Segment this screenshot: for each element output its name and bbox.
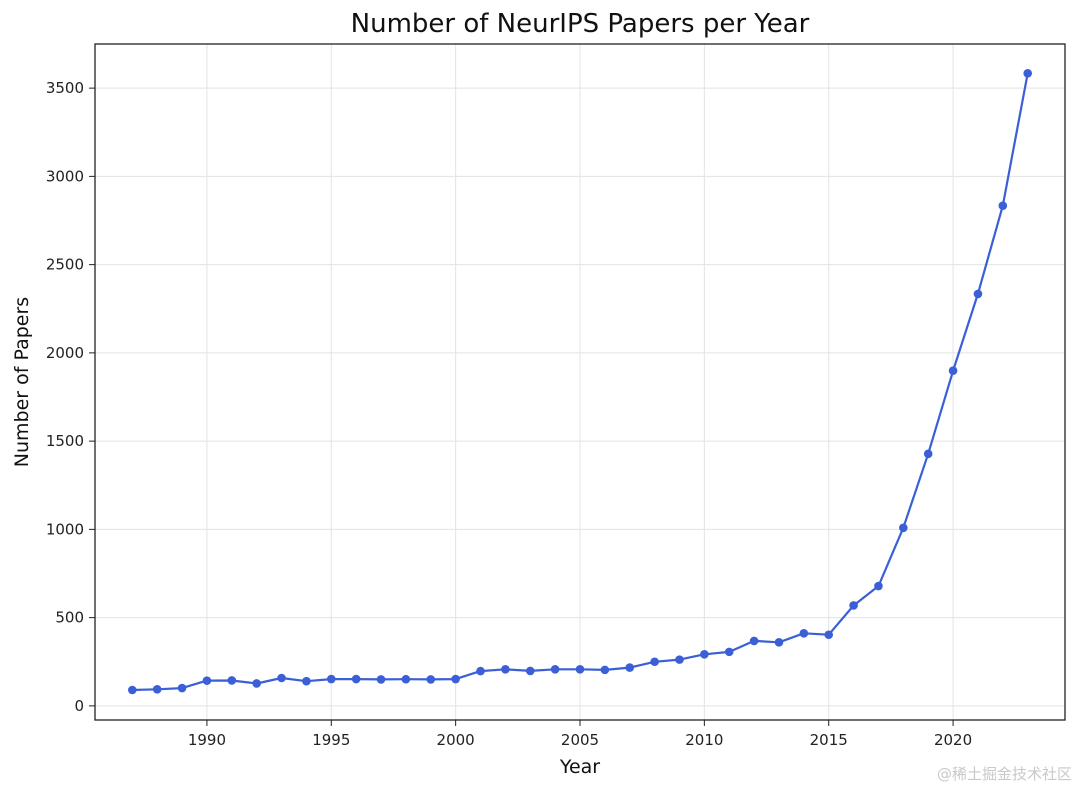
data-point [376,675,386,684]
data-point [277,673,286,683]
y-tick-label: 1000 [46,520,84,538]
x-tick-label: 1990 [188,731,226,749]
data-point [1023,68,1032,78]
x-tick-label: 2005 [561,731,599,749]
data-point [874,581,883,591]
data-point [998,201,1008,210]
y-tick-label: 1500 [46,432,84,450]
data-point [724,647,734,657]
data-point [749,636,759,646]
data-point [227,676,237,685]
grid [95,44,1065,720]
y-tick-label: 2000 [46,344,84,362]
y-tick-label: 3000 [46,167,84,185]
chart-title: Number of NeurIPS Papers per Year [351,9,810,39]
data-point [501,665,510,674]
data-point [899,523,908,533]
data-point [774,638,784,647]
data-point [849,601,858,610]
data-point [326,674,336,684]
data-point [600,665,610,675]
x-tick-label: 2015 [810,731,848,749]
data-point [700,650,709,659]
data-point [675,655,684,664]
y-axis-label: Number of Papers [11,297,33,467]
data-point [128,685,137,695]
axis-ticks: 1990 1995 2000 2005 2010 2015 2020 0 500 1000 1500… [46,79,972,749]
data-point [625,663,635,672]
x-tick-label: 2000 [437,731,475,749]
y-tick-label: 3500 [46,79,84,97]
series-layer [128,68,1032,695]
data-point [401,674,411,684]
x-tick-label: 1995 [312,731,350,749]
watermark: @稀土掘金技术社区 [936,765,1072,783]
data-point [426,675,436,684]
data-point [973,289,983,299]
data-point [799,629,809,638]
data-point [550,665,560,674]
y-tick-label: 500 [55,609,84,627]
data-point [202,676,212,685]
x-tick-label: 2020 [934,731,972,749]
data-point [351,674,361,684]
y-tick-label: 0 [74,697,84,715]
data-point [948,366,958,376]
data-point [451,674,460,684]
data-point [525,666,535,676]
data-point [152,684,162,694]
data-point [177,683,187,693]
y-tick-label: 2500 [46,256,84,274]
x-axis-label: Year [559,756,600,778]
data-point [302,676,311,686]
x-tick-label: 2010 [685,731,723,749]
data-point [575,665,585,674]
data-point [650,657,659,667]
data-point [476,666,485,676]
data-point [824,630,834,640]
data-point [252,679,261,688]
data-point [923,449,933,459]
